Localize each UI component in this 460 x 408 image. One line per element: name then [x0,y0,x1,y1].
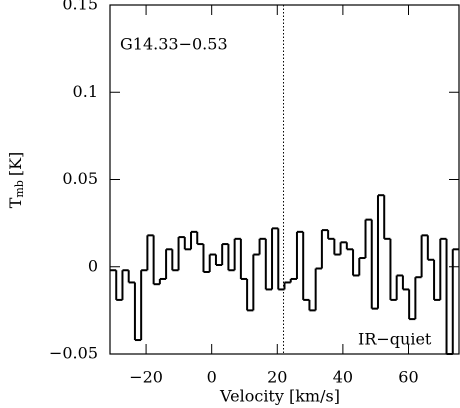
plot-frame [109,4,460,355]
source-label: G14.33−0.53 [120,35,228,54]
y-tick-label: 0 [88,256,98,275]
y-label-unit: [K] [6,152,25,176]
x-axis-label: Velocity [km/s] [219,387,340,406]
y-label-sub: mb [13,180,26,197]
class-label: IR−quiet [358,330,432,349]
x-tick-label: 20 [267,368,287,387]
x-tick-label: 40 [333,368,353,387]
y-tick-label: 0.15 [62,0,98,14]
y-axis-label: Tmb [K] [6,152,27,209]
y-label-main: T [6,197,25,208]
y-tick-label: 0.05 [62,169,98,188]
x-tick-label: 60 [398,368,418,387]
x-tick-label: −20 [129,368,163,387]
x-tick-label: 0 [207,368,217,387]
y-tick-label: 0.1 [73,82,98,101]
y-tick-label: −0.05 [49,344,98,363]
